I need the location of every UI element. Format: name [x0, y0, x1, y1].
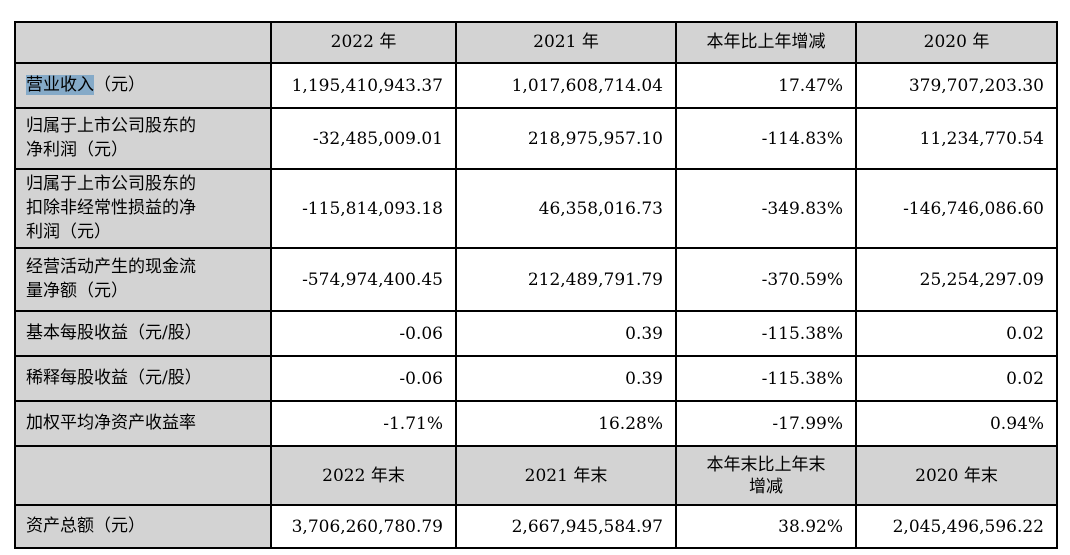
cell-net-profit-2020: 11,234,770.54 — [855, 107, 1058, 170]
header-2021: 2021 年 — [455, 21, 677, 64]
row-label-total-assets: 资产总额（元） — [14, 504, 272, 550]
cell-net-profit-2021: 218,975,957.10 — [455, 107, 677, 170]
cell-basic-eps-change: -115.38% — [675, 310, 857, 358]
cell-diluted-eps-change: -115.38% — [675, 355, 857, 403]
cell-assets-2021: 2,667,945,584.97 — [455, 504, 677, 550]
cell-excl-change: -349.83% — [675, 167, 857, 250]
row-basic-eps: 基本每股收益（元/股） -0.06 0.39 -115.38% 0.02 — [14, 310, 1058, 358]
row-total-assets: 资产总额（元） 3,706,260,780.79 2,667,945,584.9… — [14, 504, 1058, 550]
cell-roe-2022: -1.71% — [270, 400, 457, 448]
cell-revenue-2020: 379,707,203.30 — [855, 62, 1058, 109]
row-net-profit-excl-nonrecurring: 归属于上市公司股东的 扣除非经常性损益的净 利润（元） -115,814,093… — [14, 167, 1058, 250]
row-net-profit: 归属于上市公司股东的 净利润（元） -32,485,009.01 218,975… — [14, 107, 1058, 170]
row-label-rest: （元） — [94, 74, 145, 95]
cell-assets-2022: 3,706,260,780.79 — [270, 504, 457, 550]
financial-summary-section: 2022 年 2021 年 本年比上年增减 2020 年 营业收入（元） 1,1… — [14, 21, 1058, 550]
cell-diluted-eps-2021: 0.39 — [455, 355, 677, 403]
row-operating-revenue: 营业收入（元） 1,195,410,943.37 1,017,608,714.0… — [14, 62, 1058, 109]
cell-net-profit-change: -114.83% — [675, 107, 857, 170]
cell-roe-2020: 0.94% — [855, 400, 1058, 448]
cell-roe-change: -17.99% — [675, 400, 857, 448]
cell-basic-eps-2020: 0.02 — [855, 310, 1058, 358]
header-year-end-change: 本年末比上年末 增减 — [675, 445, 857, 507]
row-label-operating-revenue: 营业收入（元） — [14, 62, 272, 109]
header-2020: 2020 年 — [855, 21, 1058, 64]
cell-cash-flow-change: -370.59% — [675, 247, 857, 313]
cell-diluted-eps-2022: -0.06 — [270, 355, 457, 403]
header-2022: 2022 年 — [270, 21, 457, 64]
header-blank — [14, 21, 272, 64]
row-operating-cash-flow: 经营活动产生的现金流 量净额（元） -574,974,400.45 212,48… — [14, 247, 1058, 313]
row-diluted-eps: 稀释每股收益（元/股） -0.06 0.39 -115.38% 0.02 — [14, 355, 1058, 403]
header-row-annual: 2022 年 2021 年 本年比上年增减 2020 年 — [14, 21, 1058, 64]
row-label-basic-eps: 基本每股收益（元/股） — [14, 310, 272, 358]
header-2021-year-end: 2021 年末 — [455, 445, 677, 507]
cell-basic-eps-2021: 0.39 — [455, 310, 677, 358]
row-label-net-profit: 归属于上市公司股东的 净利润（元） — [14, 107, 272, 170]
cell-excl-2020: -146,746,086.60 — [855, 167, 1058, 250]
cell-excl-2021: 46,358,016.73 — [455, 167, 677, 250]
cell-assets-change: 38.92% — [675, 504, 857, 550]
cell-revenue-2021: 1,017,608,714.04 — [455, 62, 677, 109]
row-label-cash-flow: 经营活动产生的现金流 量净额（元） — [14, 247, 272, 313]
cell-cash-flow-2021: 212,489,791.79 — [455, 247, 677, 313]
cell-revenue-change: 17.47% — [675, 62, 857, 109]
cell-basic-eps-2022: -0.06 — [270, 310, 457, 358]
cell-excl-2022: -115,814,093.18 — [270, 167, 457, 250]
row-label-diluted-eps: 稀释每股收益（元/股） — [14, 355, 272, 403]
cell-revenue-2022: 1,195,410,943.37 — [270, 62, 457, 109]
row-label-weighted-roe: 加权平均净资产收益率 — [14, 400, 272, 448]
clipped-text-fragment — [108, 0, 228, 6]
cell-roe-2021: 16.28% — [455, 400, 677, 448]
cell-cash-flow-2020: 25,254,297.09 — [855, 247, 1058, 313]
cell-cash-flow-2022: -574,974,400.45 — [270, 247, 457, 313]
header2-blank — [14, 445, 272, 507]
cell-net-profit-2022: -32,485,009.01 — [270, 107, 457, 170]
header-2020-year-end: 2020 年末 — [855, 445, 1058, 507]
header-2022-year-end: 2022 年末 — [270, 445, 457, 507]
header-row-year-end: 2022 年末 2021 年末 本年末比上年末 增减 2020 年末 — [14, 445, 1058, 507]
row-weighted-roe: 加权平均净资产收益率 -1.71% 16.28% -17.99% 0.94% — [14, 400, 1058, 448]
row-label-net-profit-excl: 归属于上市公司股东的 扣除非经常性损益的净 利润（元） — [14, 167, 272, 250]
selected-text-highlight: 营业收入 — [26, 74, 94, 95]
cell-assets-2020: 2,045,496,596.22 — [855, 504, 1058, 550]
financial-summary-table: 2022 年 2021 年 本年比上年增减 2020 年 营业收入（元） 1,1… — [14, 21, 1058, 550]
cell-diluted-eps-2020: 0.02 — [855, 355, 1058, 403]
header-yoy-change: 本年比上年增减 — [675, 21, 857, 64]
